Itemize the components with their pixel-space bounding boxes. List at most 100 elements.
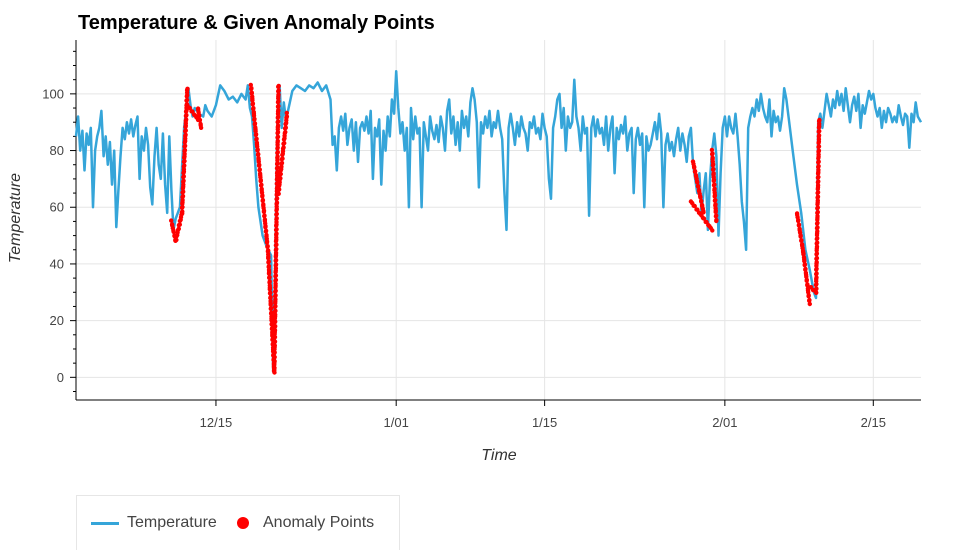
anomaly-point (283, 129, 288, 135)
y-axis-label: Temperature (7, 173, 24, 263)
y-tick-label: 40 (50, 256, 64, 271)
anomaly-point (182, 163, 187, 168)
anomaly-point (807, 298, 812, 303)
legend-item-anomaly: Anomaly Points (237, 514, 374, 532)
anomaly-point (698, 195, 703, 200)
anomaly-point (692, 203, 697, 209)
anomaly-point (814, 290, 819, 295)
anomaly-point (815, 240, 820, 245)
anomaly-point (171, 229, 176, 234)
anomaly-point (257, 167, 262, 173)
anomaly-point (274, 231, 279, 236)
anomaly-point (278, 176, 283, 181)
anomaly-point (816, 133, 822, 138)
anomaly-point (816, 163, 821, 169)
anomaly-point (273, 293, 278, 298)
anomaly-point (268, 302, 273, 307)
x-tick-label: 1/01 (384, 415, 409, 430)
anomaly-point (712, 194, 717, 199)
anomaly-point (796, 223, 802, 228)
y-axis-ticks: 0 20 40 60 80 100 (42, 50, 76, 392)
x-axis-label: Time (481, 447, 517, 464)
anomaly-point (249, 86, 254, 92)
anomaly-point (816, 179, 821, 184)
anomaly-point (713, 214, 719, 219)
anomaly-point (695, 180, 700, 185)
anomaly-point (180, 204, 185, 210)
anomaly-point (712, 198, 718, 203)
anomaly-point (814, 259, 819, 265)
anomaly-point (701, 210, 706, 215)
anomaly-point (273, 257, 279, 263)
legend-label-anomaly: Anomaly Points (263, 514, 375, 531)
anomaly-point (816, 159, 821, 164)
anomaly-point (274, 242, 279, 247)
anomaly-point (262, 213, 267, 219)
anomaly-point (802, 262, 807, 268)
anomaly-point (816, 148, 822, 153)
anomaly-point (256, 163, 262, 168)
anomaly-point (181, 178, 186, 183)
anomaly-point (814, 255, 820, 261)
anomaly-point (276, 103, 281, 109)
anomaly-point (275, 134, 281, 139)
anomaly-point (182, 147, 188, 153)
anomaly-point (183, 128, 188, 133)
anomaly-point (281, 145, 286, 150)
axes (75, 40, 921, 401)
anomaly-point (814, 286, 819, 291)
anomaly-point (250, 102, 255, 107)
anomaly-point (187, 105, 192, 111)
anomaly-point (806, 294, 811, 299)
anomaly-point (815, 190, 821, 195)
anomaly-point (817, 117, 822, 123)
anomaly-point (284, 110, 289, 116)
anomaly-point (273, 319, 278, 324)
anomaly-point (280, 156, 285, 161)
anomaly-point (709, 147, 715, 153)
anomaly-point (182, 158, 187, 164)
anomaly-point (273, 277, 279, 283)
anomaly-point (169, 218, 174, 223)
anomaly-point (273, 262, 279, 267)
anomaly-point (277, 187, 282, 192)
anomaly-point (274, 246, 279, 252)
anomaly-point (266, 255, 271, 261)
anomaly-point (266, 271, 272, 276)
anomaly-point (260, 194, 265, 199)
anomaly-point (275, 165, 280, 170)
y-tick-label: 0 (57, 370, 64, 385)
anomaly-point (272, 343, 277, 348)
anomaly-point (273, 273, 279, 278)
anomaly-point (804, 278, 809, 283)
anomaly-point (816, 144, 822, 149)
legend-label-temperature: Temperature (127, 514, 217, 531)
anomaly-point (273, 304, 278, 309)
y-tick-label: 80 (50, 143, 64, 158)
anomaly-point (274, 227, 279, 232)
anomaly-point (276, 83, 281, 89)
anomaly-point (282, 140, 287, 146)
anomaly-point (267, 291, 273, 296)
anomaly-point (184, 113, 189, 118)
anomaly-point (714, 218, 719, 224)
x-tick-label: 2/01 (712, 415, 737, 430)
anomaly-point (176, 226, 181, 231)
anomaly-point (252, 117, 257, 122)
anomaly-point (248, 82, 253, 88)
anomaly-point (185, 86, 190, 92)
anomaly-point (274, 211, 279, 217)
anomaly-point (184, 117, 189, 122)
anomaly-point (177, 222, 182, 227)
anomaly-point (180, 193, 186, 199)
anomaly-point (264, 240, 270, 245)
y-tick-label: 20 (50, 313, 64, 328)
anomaly-point (253, 132, 259, 138)
anomaly-point (710, 228, 715, 233)
anomaly-point (267, 275, 272, 280)
anomaly-point (701, 216, 707, 221)
legend-item-temperature: Temperature (91, 514, 217, 532)
anomaly-point (279, 160, 285, 166)
chart-title: Temperature & Given Anomaly Points (78, 12, 435, 34)
anomaly-point (284, 114, 290, 119)
